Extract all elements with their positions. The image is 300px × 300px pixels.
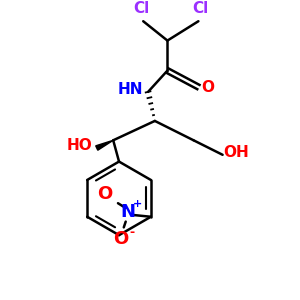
Text: OH: OH	[223, 146, 249, 160]
Text: +: +	[133, 199, 142, 209]
Text: Cl: Cl	[133, 2, 149, 16]
Text: O: O	[202, 80, 214, 94]
Text: O: O	[97, 184, 112, 202]
Polygon shape	[96, 140, 113, 150]
Text: N: N	[120, 203, 135, 221]
Text: -: -	[129, 226, 134, 239]
Text: Cl: Cl	[192, 2, 208, 16]
Text: HN: HN	[118, 82, 143, 98]
Text: HO: HO	[67, 138, 92, 153]
Text: O: O	[113, 230, 128, 248]
